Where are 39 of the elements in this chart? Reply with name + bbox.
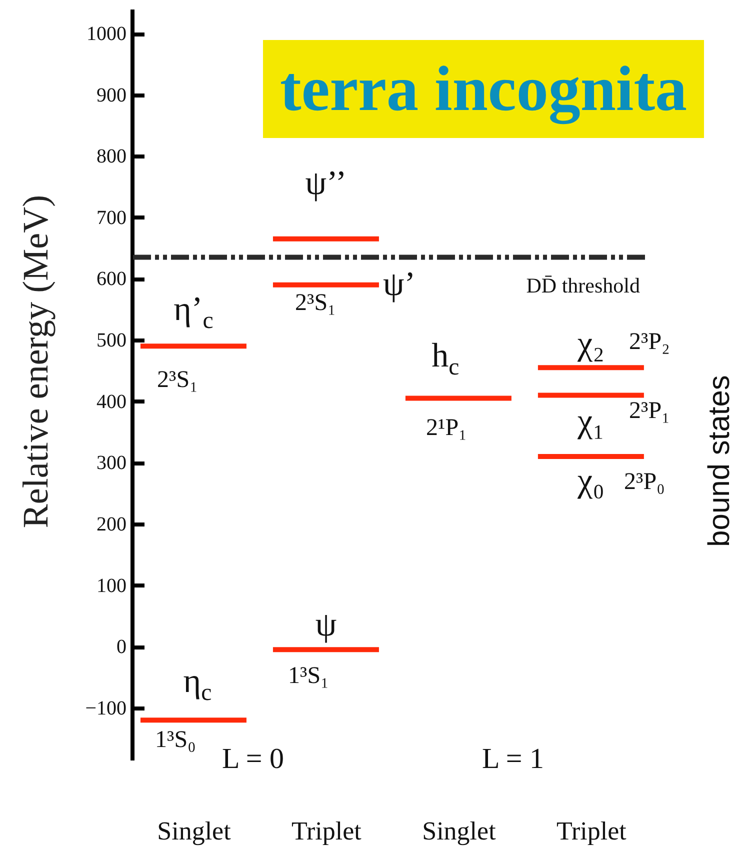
y-tick-label: 400 [96, 390, 126, 413]
x-tick-label: Triplet [556, 816, 628, 846]
text: bound states [703, 375, 736, 547]
y-axis-title: Relative energy (MeV) [16, 194, 56, 528]
y-tick-label: −100 [85, 697, 126, 720]
series-label: η$_{c}$ [183, 663, 212, 706]
y-tick-label: 0 [116, 636, 126, 658]
annotation: 2³P₂ [629, 329, 670, 355]
y-tick-label: 700 [96, 206, 126, 229]
series-label: ψ’’ [305, 164, 347, 202]
y-tick-label: 600 [96, 268, 126, 290]
series-label: χ₂ [576, 326, 604, 363]
annotation: 2³S₁ [157, 367, 198, 393]
annotation: L = 0 [222, 743, 284, 775]
x-tick-label: Triplet [292, 816, 362, 846]
ref-line-label: DD̄ threshold [526, 273, 640, 298]
series-label: χ₀ [576, 462, 604, 500]
annotation: 2³P₀ [624, 469, 665, 495]
annotation: L = 1 [482, 743, 544, 775]
annotation: 2³P₁ [629, 398, 670, 424]
series-label: χ₁ [576, 403, 604, 440]
y-tick-label: 500 [96, 330, 126, 352]
annotation: 2¹P₁ [426, 415, 467, 441]
series-label: ψ [315, 606, 337, 644]
annotation: 1³S₁ [288, 663, 329, 689]
y-tick-label: 300 [96, 452, 126, 474]
annotation: terra incognita [280, 52, 687, 126]
x-tick-label: Singlet [422, 816, 497, 846]
series-label: η’$_{c}$ [174, 291, 214, 334]
y-tick-label: 800 [96, 146, 126, 168]
series-label: h$_{c}$ [432, 337, 460, 380]
y-tick-label: 100 [96, 574, 126, 597]
series-label: ψ’ [382, 266, 416, 303]
x-tick-label: Singlet [157, 816, 232, 846]
annotation: 2³S₁ [295, 290, 336, 316]
y-tick-label: 900 [96, 84, 126, 106]
y-tick-label: 200 [96, 513, 126, 536]
annotation: 1³S₀ [155, 727, 196, 753]
y-tick-label: 1000 [86, 23, 126, 46]
